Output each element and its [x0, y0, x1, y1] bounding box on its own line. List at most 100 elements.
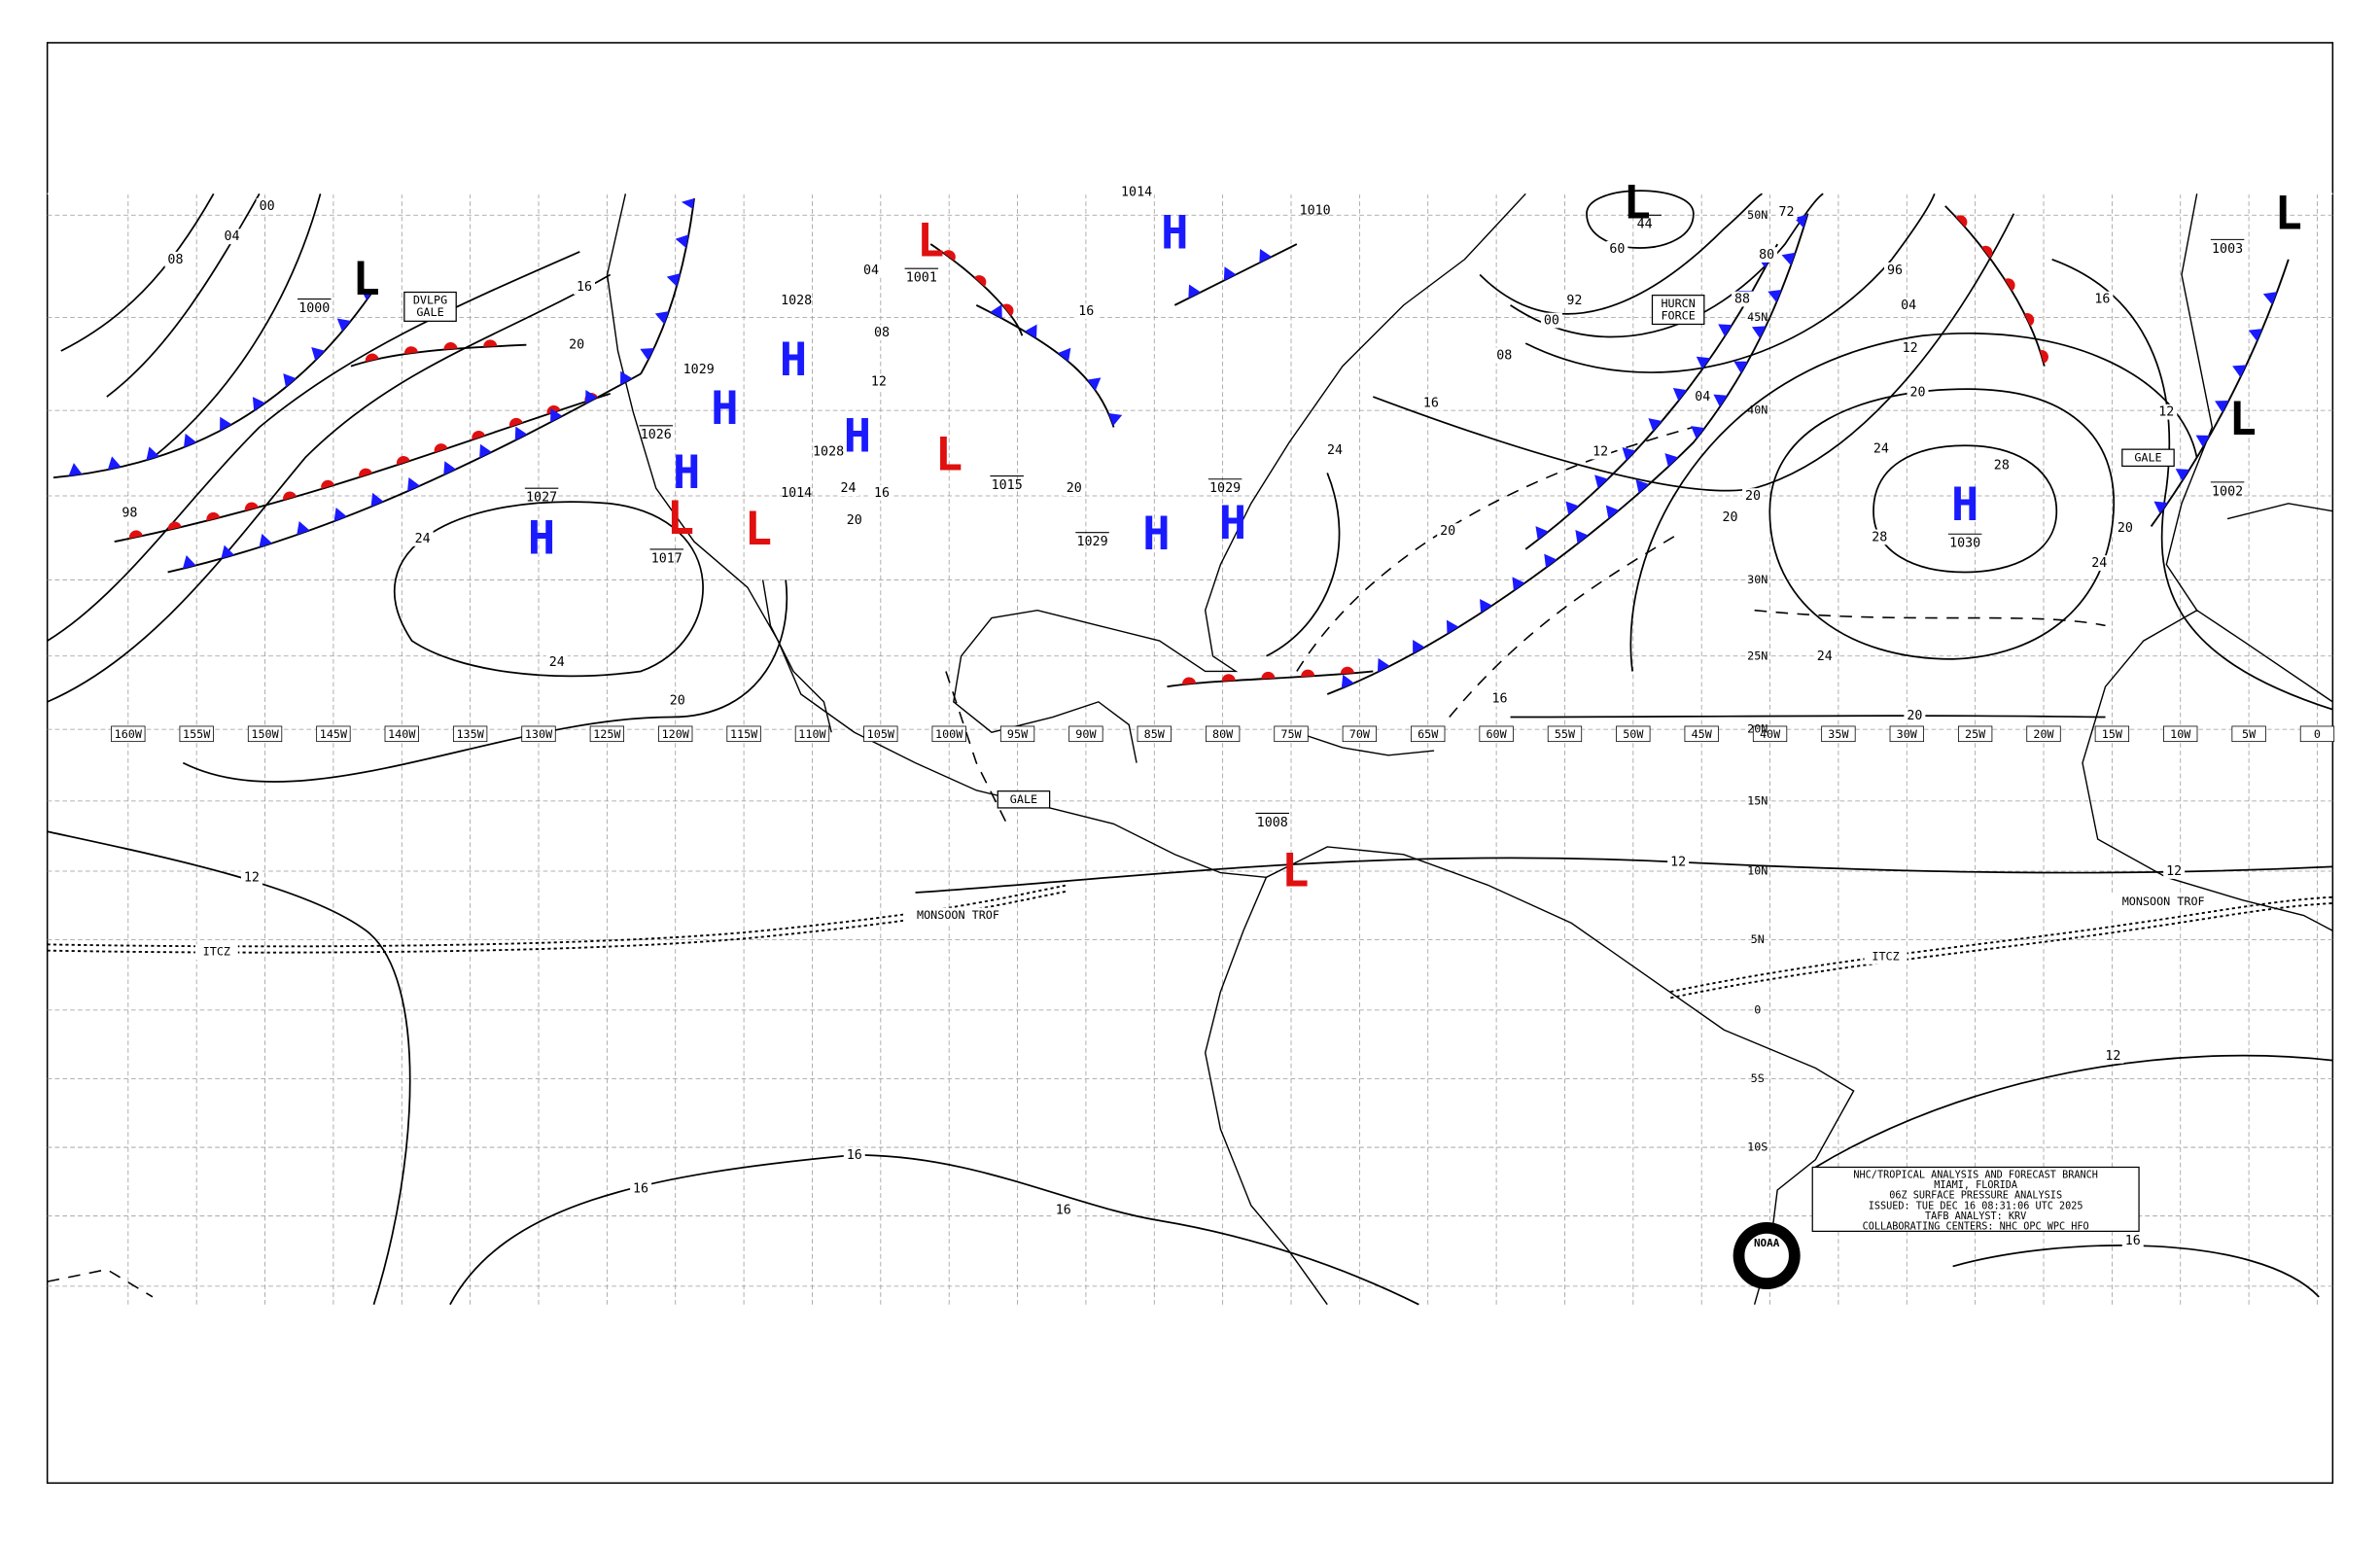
- front-pip: [654, 311, 670, 325]
- labels: 160W 155W 150W 145W 140W 135W 130W 125W 120W 115W…: [111, 176, 2335, 1248]
- isobar-label: 00: [260, 199, 275, 214]
- front-pip: [68, 463, 83, 476]
- front-pip: [2175, 469, 2190, 481]
- troughs: [47, 884, 2333, 1000]
- front-pip: [1340, 666, 1354, 675]
- isobar-label: 20: [1067, 481, 1082, 496]
- front-pip: [2039, 350, 2048, 364]
- isobars: [47, 190, 2333, 1306]
- lon-label-box: [1479, 725, 1514, 743]
- isobar-label: 16: [577, 280, 592, 295]
- front-pip: [2262, 292, 2278, 305]
- pressure-center: L: [745, 503, 772, 556]
- isobar-label-bg: [545, 654, 568, 670]
- front-pip: [1781, 252, 1796, 266]
- lat-label: 15N: [1747, 793, 1768, 807]
- isobar-label-bg: [574, 279, 595, 295]
- lon-label-box: [1137, 725, 1172, 743]
- warm-front: [1944, 205, 2046, 367]
- isobar-label: 20: [2118, 521, 2133, 536]
- cold-front: [1173, 243, 1298, 306]
- isobar-label-bg: [2091, 291, 2114, 307]
- isobar-label-bg: [119, 505, 141, 521]
- isobar-label-bg: [256, 198, 278, 214]
- cold-front: [1524, 243, 1778, 550]
- isobar-label-bg: [1813, 648, 1836, 664]
- center-pressure: 1008: [1257, 816, 1288, 830]
- lon-label-box: [1068, 725, 1103, 743]
- pressure-center: L: [917, 215, 944, 268]
- isobar-label-bg: [1324, 442, 1347, 458]
- center-pressure: 44: [1637, 218, 1653, 232]
- pressure-center: H: [1219, 497, 1246, 550]
- front-pip: [1696, 356, 1711, 369]
- front-pip: [1955, 215, 1968, 228]
- isobar-label: 20: [1745, 489, 1761, 504]
- front-pip: [990, 304, 1002, 319]
- lat-label: 30N: [1747, 573, 1768, 586]
- isobar-label: 04: [863, 263, 879, 278]
- front-pip: [1025, 324, 1037, 339]
- front-pip: [546, 404, 561, 415]
- lon-label: 160W: [115, 727, 143, 741]
- lon-label: 45W: [1692, 727, 1713, 741]
- isobar-label-bg: [1563, 293, 1586, 308]
- isobar-label: 28: [1872, 530, 1887, 544]
- info-line: 06Z SURFACE PRESSURE ANALYSIS: [1889, 1191, 2062, 1202]
- isobar-label: 20: [1440, 524, 1455, 539]
- front-pip: [1664, 453, 1679, 468]
- front-pip: [1188, 284, 1201, 298]
- front-pip: [2004, 278, 2015, 292]
- isobar-label-bg: [1904, 708, 1926, 723]
- front-label: ITCZ: [1872, 949, 1899, 963]
- isobar-label-bg: [1606, 240, 1628, 257]
- pressure-label: 1014: [1121, 186, 1152, 200]
- boxed-label: GALE: [2134, 450, 2161, 464]
- lon-label: 25W: [1965, 727, 1986, 741]
- isobar-label: 12: [1592, 445, 1608, 460]
- boxed-label: FORCE: [1661, 308, 1695, 322]
- isobar-label: 16: [1078, 304, 1094, 319]
- isobar-label-bg: [1775, 204, 1798, 220]
- front-pip: [407, 476, 420, 492]
- lon-label: 40W: [1760, 727, 1781, 741]
- front-pip: [1512, 577, 1525, 591]
- isobar-label-bg: [860, 262, 883, 278]
- isobar-label-bg: [2114, 520, 2136, 536]
- isobar-label: 24: [1327, 443, 1343, 458]
- isobar-label: 04: [1695, 390, 1710, 404]
- isobar-label-bg: [1742, 488, 1765, 504]
- lon-label: 100W: [935, 727, 963, 741]
- center-pressure: 1027: [526, 491, 557, 506]
- isobar-label: 08: [1496, 349, 1512, 364]
- isobar-label-bg: [1692, 389, 1714, 404]
- lon-label-box: [1889, 725, 1924, 743]
- isobar-label: 98: [122, 506, 137, 520]
- lon-label-box: [863, 725, 898, 743]
- front-label: MONSOON TROF: [917, 908, 999, 922]
- front-pip: [128, 530, 143, 539]
- lon-label-box: [1205, 725, 1241, 743]
- front-pip: [640, 347, 654, 361]
- isobar-label: 16: [847, 1148, 862, 1163]
- front-pip: [221, 544, 234, 559]
- front-pip: [220, 416, 232, 432]
- pressure-center: L: [1624, 176, 1651, 229]
- center-pressure: 1003: [2212, 242, 2243, 257]
- front-pip: [259, 533, 272, 547]
- front-pip: [434, 443, 448, 453]
- boxed-label: HURCN: [1661, 297, 1695, 310]
- lon-label-box: [1957, 725, 1993, 743]
- cold-front: [167, 372, 642, 574]
- isobar-label-bg: [1907, 384, 1929, 401]
- lon-label: 130W: [525, 727, 553, 741]
- lat-label: 25N: [1747, 649, 1768, 662]
- isobar-label: 12: [244, 870, 260, 885]
- lon-label-box: [247, 725, 283, 743]
- front-pip: [443, 342, 458, 350]
- lon-label-box: [384, 725, 419, 743]
- isobar-label: 20: [1907, 709, 1922, 723]
- lon-label-box: [1616, 725, 1651, 743]
